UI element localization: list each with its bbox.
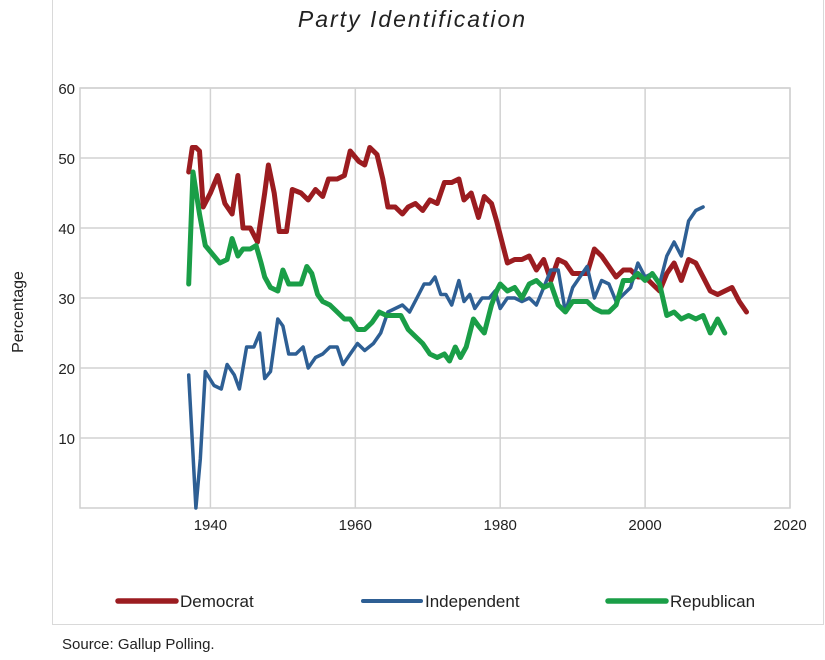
y-tick-label: 30 — [58, 291, 75, 308]
y-tick-label: 60 — [58, 81, 75, 98]
y-tick-label: 20 — [58, 361, 75, 378]
grid-lines — [80, 88, 790, 508]
x-tick-label: 2000 — [628, 517, 661, 534]
legend-label-independent: Independent — [425, 592, 520, 611]
party-identification-chart: 10 20 30 40 50 60 1940 1960 1980 2000 2020 Percent… — [0, 0, 825, 630]
series-lines — [189, 148, 747, 509]
x-tick-label: 1960 — [339, 517, 372, 534]
y-axis-label: Percentage — [10, 271, 27, 353]
legend: Democrat Independent Republican — [118, 592, 755, 611]
x-tick-label: 1980 — [484, 517, 517, 534]
axes: 10 20 30 40 50 60 1940 1960 1980 2000 2020 — [58, 81, 806, 534]
legend-label-republican: Republican — [670, 592, 755, 611]
legend-label-democrat: Democrat — [180, 592, 254, 611]
y-tick-label: 10 — [58, 431, 75, 448]
y-tick-label: 50 — [58, 151, 75, 168]
y-tick-label: 40 — [58, 221, 75, 238]
x-tick-label: 2020 — [773, 517, 806, 534]
source-note: Source: Gallup Polling. — [62, 636, 215, 653]
x-tick-label: 1940 — [194, 517, 227, 534]
